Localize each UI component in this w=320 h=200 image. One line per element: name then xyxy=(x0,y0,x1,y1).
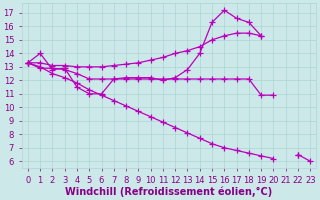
X-axis label: Windchill (Refroidissement éolien,°C): Windchill (Refroidissement éolien,°C) xyxy=(65,186,273,197)
